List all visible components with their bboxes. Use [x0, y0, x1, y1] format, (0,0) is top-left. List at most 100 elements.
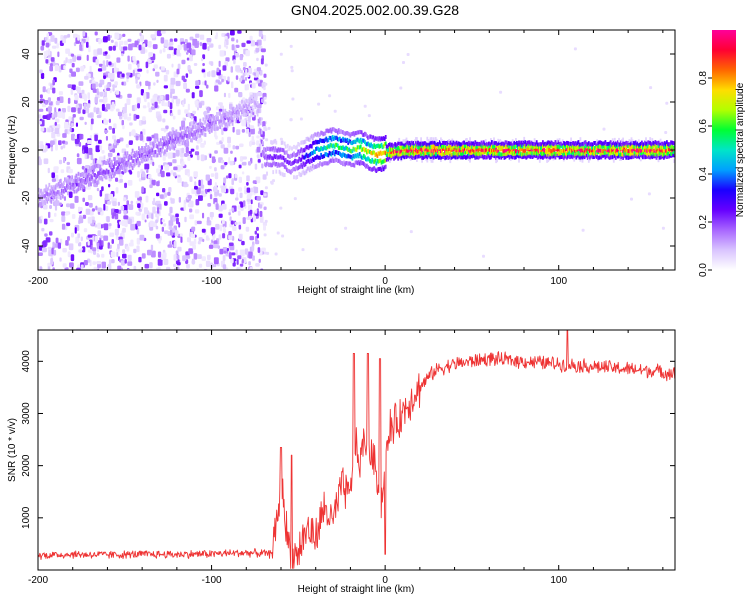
heatmap-cell — [50, 35, 55, 42]
heatmap-cell — [106, 60, 109, 67]
heatmap-cell — [617, 140, 619, 145]
heatmap-cell — [669, 144, 671, 149]
heatmap-cell — [203, 193, 207, 197]
heatmap-cell — [335, 142, 338, 147]
heatmap-cell — [268, 146, 270, 151]
heatmap-cell — [468, 154, 470, 159]
heatmap-cell — [554, 152, 557, 157]
heatmap-cell — [163, 142, 165, 147]
heatmap-cell — [538, 147, 541, 152]
heatmap-cell — [654, 143, 657, 148]
heatmap-cell — [110, 167, 113, 172]
heatmap-cell — [590, 148, 592, 153]
heatmap-cell — [192, 110, 196, 115]
heatmap-cell — [434, 154, 437, 159]
heatmap-cell — [132, 55, 136, 61]
heatmap-cell — [314, 164, 316, 169]
heatmap-cell — [220, 122, 222, 127]
heatmap-cell — [323, 139, 326, 144]
heatmap-cell — [109, 171, 112, 176]
heatmap-cell — [136, 84, 141, 89]
heatmap-cell — [362, 138, 365, 143]
heatmap-cell — [97, 263, 101, 269]
heatmap-cell — [200, 184, 205, 189]
heatmap-cell — [508, 144, 511, 149]
heatmap-cell — [139, 161, 141, 166]
heatmap-cell — [177, 246, 182, 252]
heatmap-cell — [613, 153, 616, 158]
heatmap-cell — [478, 151, 481, 156]
heatmap-cell — [94, 31, 98, 36]
heatmap-cell — [473, 153, 476, 158]
heatmap-cell — [482, 254, 485, 258]
heatmap-cell — [507, 153, 510, 157]
heatmap-cell — [523, 142, 526, 146]
heatmap-cell — [467, 142, 469, 147]
heatmap-cell — [651, 150, 654, 155]
heatmap-cell — [112, 45, 116, 51]
heatmap-cell — [101, 104, 105, 111]
heatmap-cell — [243, 186, 247, 190]
heatmap-cell — [352, 140, 355, 144]
heatmap-cell — [139, 149, 141, 154]
heatmap-cell — [343, 152, 345, 157]
heatmap-cell — [72, 114, 76, 118]
heatmap-cell — [399, 144, 402, 149]
heatmap-cell — [222, 117, 225, 122]
x-tick-label: -100 — [202, 276, 222, 287]
heatmap-cell — [349, 154, 352, 159]
heatmap-cell — [518, 154, 520, 159]
heatmap-cell — [219, 50, 225, 57]
heatmap-cell — [97, 68, 103, 72]
heatmap-cell — [584, 147, 587, 152]
heatmap-cell — [206, 216, 210, 223]
heatmap-cell — [44, 100, 48, 105]
heatmap-cell — [665, 101, 669, 105]
heatmap-cell — [442, 141, 444, 145]
heatmap-cell — [291, 146, 293, 151]
heatmap-cell — [672, 150, 674, 154]
heatmap-cell — [232, 262, 236, 267]
heatmap-cell — [556, 144, 559, 149]
heatmap-cell — [431, 148, 434, 153]
heatmap-cell — [592, 142, 594, 147]
heatmap-cell — [75, 86, 79, 92]
heatmap-cell — [51, 132, 56, 139]
heatmap-cell — [245, 50, 250, 57]
heatmap-cell — [323, 145, 326, 150]
heatmap-cell — [533, 138, 536, 143]
heatmap-cell — [648, 155, 651, 160]
heatmap-cell — [114, 171, 116, 176]
heatmap-cell — [108, 223, 112, 227]
heatmap-cell — [151, 179, 156, 186]
heatmap-cell — [587, 158, 590, 163]
heatmap-cell — [459, 151, 462, 156]
heatmap-cell — [344, 153, 346, 158]
heatmap-cell — [41, 227, 45, 232]
heatmap-cell — [150, 146, 153, 151]
heatmap-cell — [75, 236, 80, 244]
heatmap-cell — [569, 150, 571, 155]
heatmap-cell — [58, 184, 61, 189]
heatmap-cell — [240, 202, 244, 208]
heatmap-cell — [89, 202, 93, 208]
heatmap-cell — [133, 151, 136, 156]
heatmap-cell — [372, 145, 375, 150]
heatmap-cell — [299, 149, 302, 154]
heatmap-cell — [110, 174, 113, 179]
heatmap-cell — [478, 146, 481, 151]
heatmap-cell — [576, 153, 579, 158]
heatmap-cell — [494, 147, 496, 152]
heatmap-cell — [62, 248, 67, 253]
heatmap-cell — [367, 141, 369, 146]
heatmap-cell — [595, 141, 597, 146]
heatmap-cell — [95, 163, 98, 168]
heatmap-cell — [510, 151, 513, 156]
heatmap-cell — [256, 112, 259, 117]
heatmap-cell — [56, 43, 59, 49]
heatmap-cell — [540, 155, 542, 160]
heatmap-cell — [568, 147, 570, 152]
heatmap-cell — [161, 254, 166, 260]
heatmap-cell — [264, 63, 268, 67]
heatmap-cell — [481, 154, 484, 159]
